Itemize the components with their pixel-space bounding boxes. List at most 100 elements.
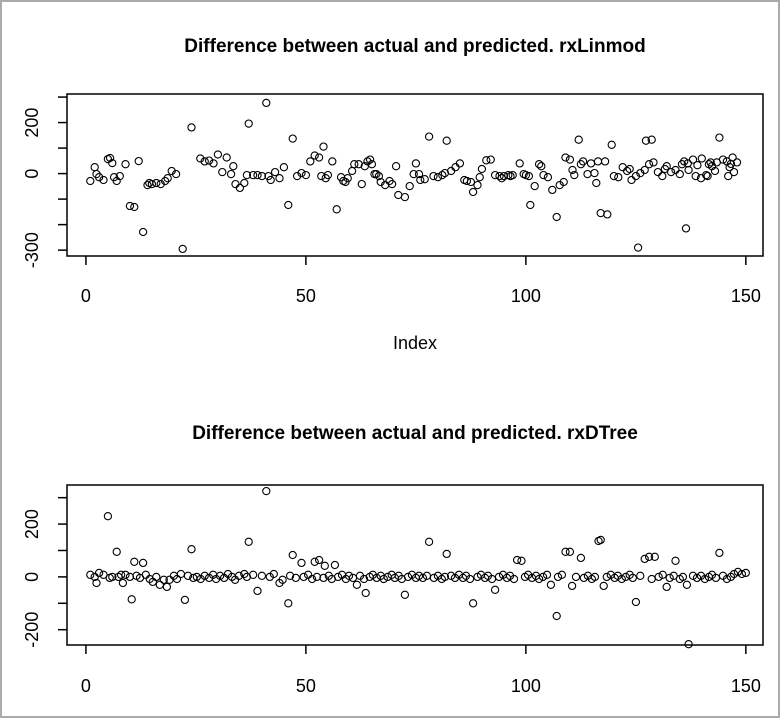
scatter-point [297,168,306,178]
scatter-point [285,571,295,580]
scatter-point [576,553,586,563]
scatter-point [665,573,674,583]
scatter-point [524,171,534,181]
scatter-point [178,244,187,254]
scatter-point [590,572,600,582]
scatter-point [537,162,546,171]
scatter-point [512,555,522,565]
y-tick-label: 0 [22,169,42,179]
scatter-point [231,179,240,189]
scatter-point [367,160,377,169]
scatter-point [517,556,526,565]
scatter-point [722,574,732,584]
scatter-point [603,210,612,219]
scatter-point [240,569,249,579]
scatter-point [658,570,667,579]
scatter-point [451,163,460,172]
scatter-point [297,558,306,568]
scatter-point [372,169,381,179]
scatter-point [307,574,317,584]
scatter-point [677,160,687,169]
scatter-point [552,611,561,621]
scatter-point [226,169,236,179]
scatter-point [682,580,692,589]
scatter-point [627,175,636,185]
scatter-point [352,580,362,589]
scatter-point [242,170,252,180]
scatter-point [118,578,128,588]
scatter-point [446,166,456,176]
scatter-point [400,590,410,599]
scatter-point [607,140,616,149]
scatter-point [446,571,456,580]
scatter-point [90,163,99,172]
scatter-point [497,174,506,183]
scatter-point [343,174,352,183]
scatter-point [218,167,227,177]
scatter-point [314,555,324,565]
scatter-point [330,560,340,570]
scatter-point [222,153,231,162]
scatter-point [628,573,637,583]
scatter-point [253,170,262,180]
scatter-point [557,570,567,579]
scatter-point [647,574,656,584]
scatter-point [328,157,337,166]
scatter-point [314,153,324,162]
scatter-point [103,512,113,521]
scatter-point [509,574,519,584]
scatter-point [706,158,715,167]
scatter-point [127,595,136,604]
scatter-point [718,155,728,164]
scatter-point [317,171,326,181]
scatter-point [130,202,139,212]
scatter-point [741,568,750,578]
scatter-point [86,176,95,186]
scatter-point [418,573,428,583]
scatter-point [94,173,104,182]
scatter-point [559,177,568,187]
scatter-point [361,588,370,598]
scatter-point [466,177,476,187]
scatter-point [365,155,375,164]
scatter-point [468,599,478,608]
scatter-point [187,123,196,132]
scatter-point [477,164,487,174]
scatter-point [700,574,710,584]
scatter-point [284,599,293,608]
scatter-point [691,171,700,181]
scatter-point [647,135,656,144]
scatter-point [279,163,289,172]
scatter-point [729,167,739,177]
scatter-point [617,574,626,584]
scatter-point [108,572,117,582]
scatter-point [494,572,504,582]
scatter-point [234,571,244,580]
scatter-point [320,561,329,570]
scatter-point [94,568,104,578]
scatter-point [654,572,663,582]
scatter-point [586,159,596,168]
scatter-point [405,181,414,191]
scatter-point [567,581,577,591]
scatter-point [414,571,424,580]
scatter-point [561,153,570,162]
scatter-point [583,169,592,179]
bottom-plot-title: Difference between actual and predicted.… [192,423,638,444]
scatter-point [543,173,553,182]
scatter-point [257,171,267,181]
scatter-point [163,174,172,183]
x-tick-label: 0 [81,676,91,696]
scatter-point [609,171,619,181]
scatter-point [116,570,126,579]
scatter-point [442,549,451,559]
scatter-point [724,171,733,181]
scatter-point [180,595,190,605]
scatter-point [671,556,680,565]
scatter-point [288,134,297,143]
scatter-point [574,135,583,144]
scatter-point [640,165,649,175]
scatter-point [462,176,472,186]
scatter-point [257,571,267,580]
x-tick-label: 50 [296,286,316,306]
